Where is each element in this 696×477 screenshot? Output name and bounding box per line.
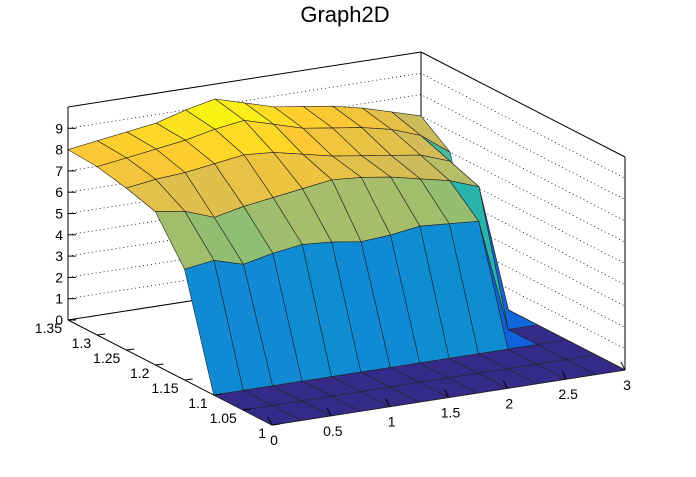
frame-edge	[420, 51, 626, 158]
z-tick-label: 9	[55, 120, 63, 136]
frame-edge	[67, 51, 422, 108]
surface-cell	[241, 405, 303, 426]
z-tick-label: 3	[55, 248, 63, 264]
tick-mark	[213, 393, 222, 396]
x-tick-label: 2.5	[558, 386, 578, 402]
tick-mark	[385, 398, 391, 407]
tick-mark	[126, 348, 135, 351]
tick-mark	[184, 378, 193, 381]
x-tick-label: 0	[270, 432, 278, 448]
z-tick-label: 5	[55, 206, 63, 222]
x-tick-label: 1.5	[441, 405, 461, 421]
tick-mark	[67, 318, 77, 321]
y-tick-label: 1.15	[151, 380, 178, 396]
x-tick-label: 3	[623, 377, 631, 393]
y-tick-label: 1	[258, 425, 266, 441]
z-tick-label: 1	[55, 291, 63, 307]
z-tick-label: 8	[55, 142, 63, 158]
tick-mark	[271, 423, 281, 426]
tick-mark	[444, 389, 449, 398]
y-tick-label: 1.1	[188, 395, 208, 411]
y-tick-label: 1.35	[35, 320, 62, 336]
tick-mark	[620, 361, 626, 371]
tick-mark	[502, 380, 508, 389]
z-tick-label: 4	[55, 227, 63, 243]
tick-mark	[242, 408, 251, 411]
z-tick-label: 7	[55, 163, 63, 179]
y-tick-label: 1.05	[210, 410, 237, 426]
y-tick-label: 1.3	[72, 335, 92, 351]
y-tick-label: 1.25	[93, 350, 120, 366]
y-tick-label: 1.2	[130, 365, 150, 381]
tick-mark	[561, 370, 567, 380]
tick-mark	[326, 407, 332, 417]
tick-mark	[155, 363, 164, 366]
tick-mark	[267, 416, 273, 426]
z-tick-label: 0	[55, 312, 63, 328]
chart-title: Graph2D	[300, 2, 389, 27]
x-tick-label: 2	[505, 395, 513, 411]
tick-mark	[97, 333, 106, 336]
z-tick-label: 6	[55, 184, 63, 200]
x-tick-label: 0.5	[323, 423, 343, 439]
z-tick-label: 2	[55, 269, 63, 285]
x-tick-label: 1	[388, 414, 396, 430]
